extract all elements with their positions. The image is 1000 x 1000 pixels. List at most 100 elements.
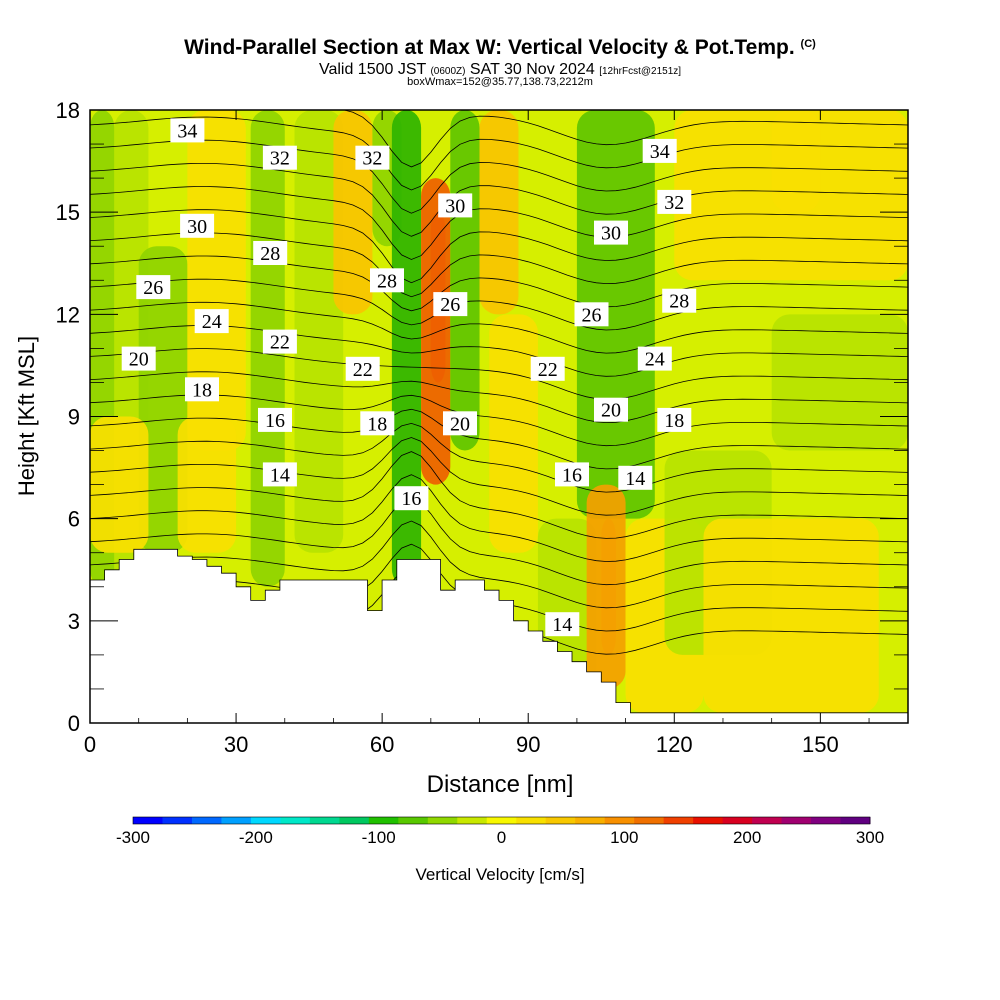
y-axis-label: Height [Kft MSL] <box>14 336 39 496</box>
colorbar-tick-label: -300 <box>116 828 150 847</box>
contour-label-box <box>345 356 380 381</box>
colorbar-swatch <box>309 817 340 824</box>
y-tick-label: 0 <box>68 711 80 736</box>
theta-contour-line <box>90 278 908 331</box>
contour-label-text: 16 <box>265 410 285 432</box>
contour-label: 26 <box>574 302 609 327</box>
theta-contour-line <box>90 497 908 586</box>
contour-label-text: 28 <box>260 243 280 265</box>
theta-contour-line <box>90 116 908 191</box>
contour-label-box <box>180 213 215 238</box>
contour-label-text: 34 <box>650 141 670 163</box>
contour-label-box <box>555 462 589 487</box>
colorbar-swatch <box>280 817 311 824</box>
theta-contour-line <box>90 209 908 284</box>
contour-label: 20 <box>594 397 628 422</box>
axes: 0 30 60 90 120 150 0 3 6 9 12 15 18 <box>56 98 908 757</box>
theta-contour-line <box>90 348 908 400</box>
contour-label-text: 30 <box>187 216 207 238</box>
contour-label: 26 <box>136 275 171 300</box>
colorbar-swatch <box>427 817 458 824</box>
colorbar-tick-label: 300 <box>856 828 884 847</box>
contour-label-text: 32 <box>362 148 382 170</box>
velocity-cell <box>703 518 879 713</box>
theta-contour-line <box>90 163 908 237</box>
contour-label: 32 <box>355 145 390 170</box>
contour-label-box <box>262 145 297 170</box>
velocity-cell <box>177 416 237 553</box>
contour-label-text: 18 <box>192 379 212 401</box>
contour-label-box <box>438 193 473 218</box>
contour-label: 28 <box>370 268 404 293</box>
contour-label-box <box>657 407 692 432</box>
theta-contour-line <box>90 371 908 424</box>
contour-label-text: 14 <box>625 468 645 490</box>
contour-label: 16 <box>555 462 589 487</box>
velocity-cell <box>771 314 908 451</box>
x-tick-label: 60 <box>370 732 394 757</box>
colorbar-swatch <box>339 817 370 824</box>
y-tick-label: 9 <box>68 405 80 430</box>
contour-label-box <box>594 397 628 422</box>
contour-label-text: 24 <box>202 311 222 333</box>
contour-label-box <box>657 189 692 214</box>
colorbar-frame <box>132 816 871 825</box>
contour-label-box <box>394 486 429 511</box>
contour-label: 14 <box>618 465 653 490</box>
valid-utc: (0600Z) <box>430 66 466 77</box>
contour-label: 18 <box>185 377 219 402</box>
contour-label: 20 <box>121 346 156 371</box>
contour-label-text: 14 <box>270 464 290 486</box>
theta-contour-line <box>90 474 908 562</box>
contour-label-box <box>262 329 297 354</box>
contour-label-box <box>185 377 219 402</box>
contour-label-text: 26 <box>143 277 163 299</box>
contour-label-box <box>594 220 628 245</box>
theta-contour-line <box>90 394 908 447</box>
chart-subtitle: Valid 1500 JST (0600Z) SAT 30 Nov 2024 [… <box>0 61 1000 79</box>
contour-label-text: 28 <box>377 270 397 292</box>
contour-label-box <box>443 411 477 436</box>
contour-label: 16 <box>394 486 429 511</box>
theta-contour-line <box>90 520 908 609</box>
contour-label-box <box>258 407 292 432</box>
terrain-profile <box>90 548 908 723</box>
contour-label-text: 32 <box>664 192 684 214</box>
copyright-mark: (C) <box>800 38 816 50</box>
colorbar-swatch <box>840 817 871 824</box>
colorbar-swatch <box>575 817 606 824</box>
valid-time: Valid 1500 JST <box>318 61 426 78</box>
contour-label-box <box>262 462 297 487</box>
contour-label: 32 <box>262 145 297 170</box>
colorbar-swatch <box>162 817 193 824</box>
contour-label-text: 24 <box>645 349 665 371</box>
x-tick-label: 30 <box>224 732 248 757</box>
contour-label: 22 <box>530 356 565 381</box>
x-tick-label: 90 <box>516 732 540 757</box>
contour-label: 34 <box>170 118 205 143</box>
contour-label-box <box>574 302 609 327</box>
theta-contour-line <box>90 186 908 260</box>
colorbar-swatch <box>752 817 783 824</box>
colorbar-swatch <box>457 817 488 824</box>
x-tick-label: 150 <box>802 732 839 757</box>
x-tick-label: 0 <box>84 732 96 757</box>
terrain-mask <box>90 548 908 723</box>
contour-label: 24 <box>194 309 229 334</box>
contour-label-text: 32 <box>270 148 290 170</box>
contour-label-text: 22 <box>353 359 373 381</box>
velocity-cell <box>479 110 519 315</box>
contour-label-box <box>662 288 697 313</box>
contour-label: 18 <box>360 411 395 436</box>
contour-label: 22 <box>262 329 297 354</box>
theta-contour-line <box>90 451 908 539</box>
colorbar-tick-label: 100 <box>610 828 638 847</box>
contour-label-box <box>545 612 580 637</box>
contour-label-text: 14 <box>552 614 572 636</box>
contour-label-text: 30 <box>445 195 465 217</box>
contour-label: 34 <box>642 138 677 163</box>
colorbar-tick-label: 0 <box>497 828 506 847</box>
colorbar-swatch <box>398 817 429 824</box>
contour-label: 28 <box>662 288 697 313</box>
